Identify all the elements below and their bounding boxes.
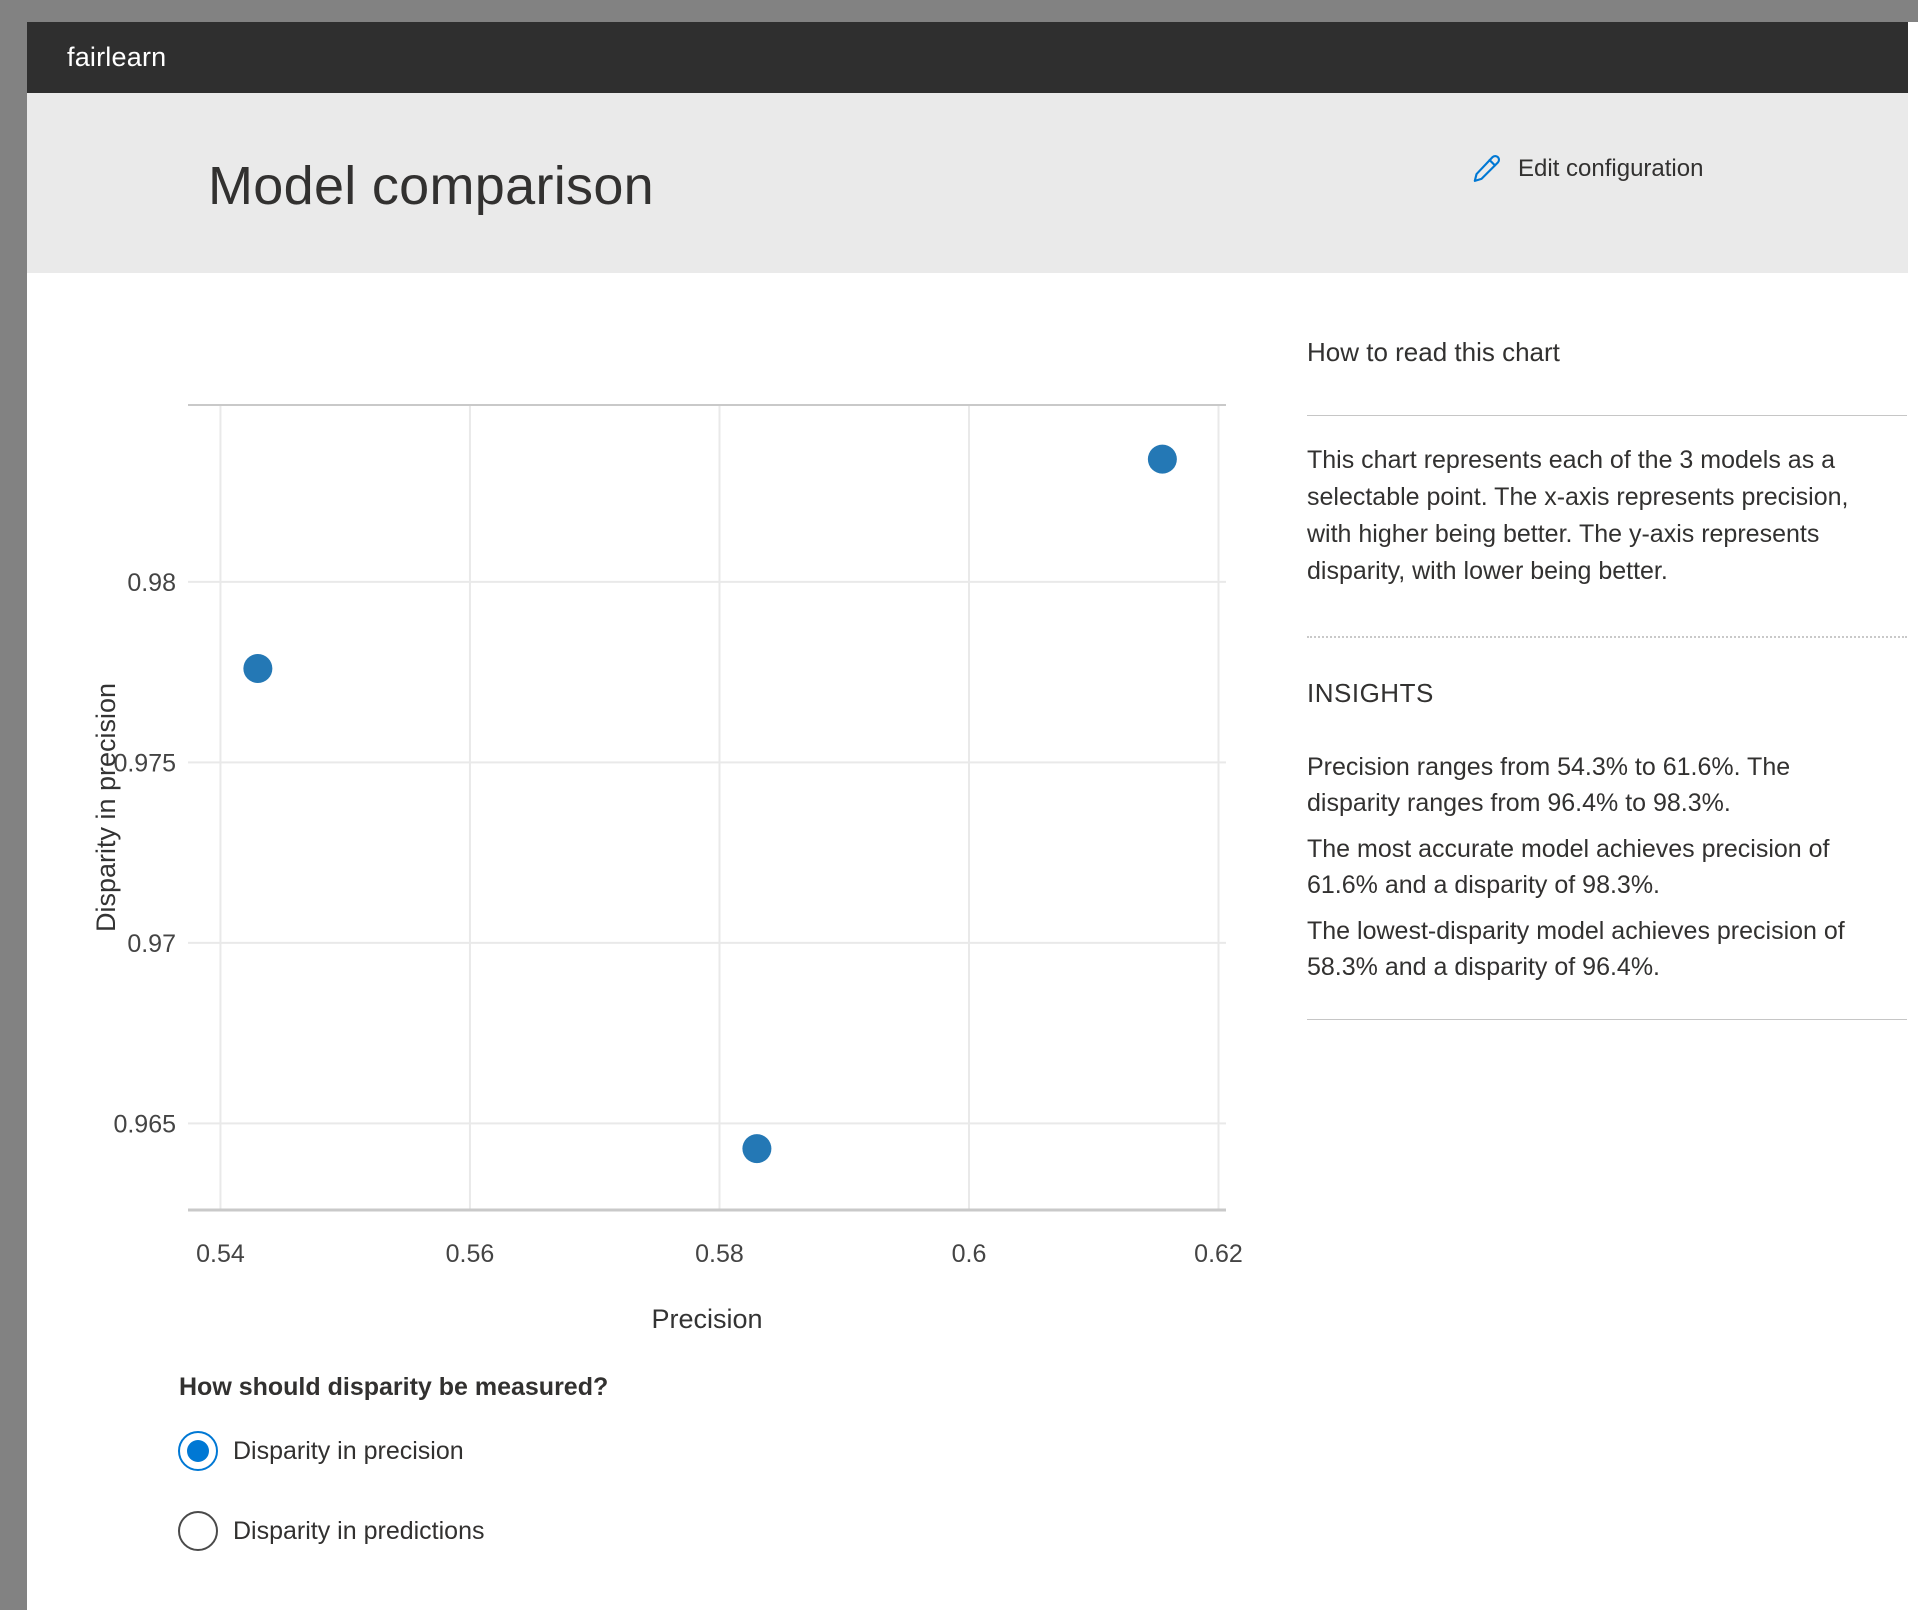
model-point[interactable] [742, 1134, 772, 1164]
top-nav-bar: fairlearn [27, 22, 1908, 93]
how-to-read-body: This chart represents each of the 3 mode… [1307, 446, 1849, 585]
page-title: Model comparison [208, 156, 655, 216]
app-window: fairlearn Model comparison Edit configur… [27, 22, 1908, 1610]
insights-heading: INSIGHTS [1307, 678, 1434, 708]
insight-paragraph: The most accurate model achieves precisi… [1307, 835, 1830, 899]
x-tick-label: 0.58 [695, 1240, 744, 1268]
edit-configuration-label: Edit configuration [1518, 155, 1704, 182]
disparity-question-label: How should disparity be measured? [179, 1373, 609, 1401]
radio-label: Disparity in precision [233, 1436, 464, 1465]
x-tick-label: 0.54 [196, 1240, 245, 1268]
model-comparison-scatter-chart: 0.54 0.56 0.58 0.6 0.62 0.965 0.97 0.975 0.98 Pre… [91, 404, 1243, 1334]
main-content: 0.54 0.56 0.58 0.6 0.62 0.965 0.97 0.975 0.98 Pre… [27, 273, 1908, 1610]
radio-button-icon[interactable] [178, 1431, 218, 1471]
how-to-read-heading: How to read this chart [1307, 337, 1560, 367]
x-tick-label: 0.62 [1194, 1240, 1243, 1268]
dotted-divider [1307, 636, 1907, 638]
y-tick-label: 0.98 [127, 569, 176, 597]
radio-disparity-in-predictions[interactable]: Disparity in predictions [178, 1511, 485, 1551]
y-tick-label: 0.97 [127, 930, 176, 958]
model-point[interactable] [243, 654, 273, 684]
insight-paragraph: Precision ranges from 54.3% to 61.6%. Th… [1307, 753, 1791, 817]
y-axis-title: Disparity in precision [91, 683, 121, 932]
insight-paragraph: The lowest-disparity model achieves prec… [1307, 917, 1845, 981]
x-tick-label: 0.56 [446, 1240, 495, 1268]
scrollbar-gutter [1908, 22, 1918, 1610]
divider [1307, 415, 1907, 416]
y-tick-label: 0.965 [113, 1110, 176, 1138]
edit-configuration-button[interactable]: Edit configuration [1466, 149, 1707, 189]
model-point[interactable] [1147, 444, 1177, 474]
radio-button-icon[interactable] [178, 1511, 218, 1551]
radio-label: Disparity in predictions [233, 1516, 485, 1545]
radio-disparity-in-precision[interactable]: Disparity in precision [178, 1431, 464, 1471]
x-tick-label: 0.6 [952, 1240, 987, 1268]
page-header: Model comparison Edit configuration [27, 93, 1908, 273]
divider [1307, 1019, 1907, 1020]
pencil-icon [1470, 153, 1502, 185]
x-axis-title: Precision [651, 1304, 762, 1334]
y-tick-label: 0.975 [113, 749, 176, 777]
brand-logo-fairlearn: fairlearn [67, 42, 167, 72]
chart-help-panel: How to read this chart This chart repres… [1307, 337, 1907, 1020]
